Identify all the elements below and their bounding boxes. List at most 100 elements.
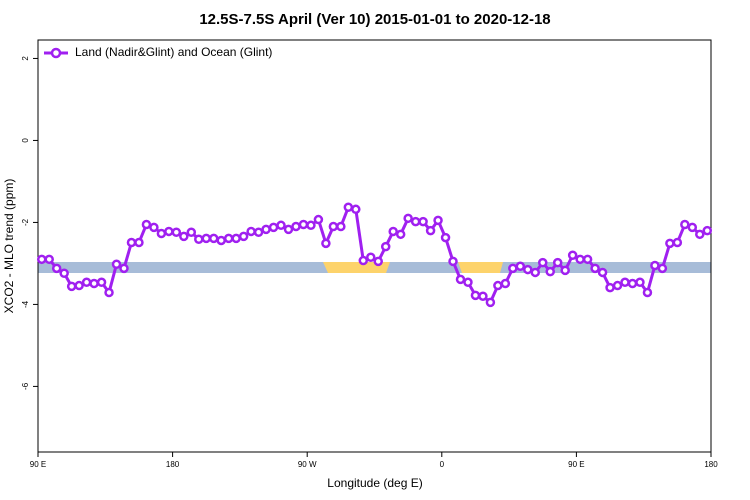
data-point [657, 263, 668, 274]
data-point [306, 220, 316, 231]
y-tick-label: 0 [21, 138, 30, 143]
data-point [126, 237, 137, 248]
data-point [343, 202, 354, 213]
data-point [149, 222, 159, 233]
data-point [478, 291, 488, 301]
x-axis-label: Longitude (deg E) [327, 476, 422, 490]
data-point [156, 228, 167, 239]
data-point [650, 260, 660, 271]
data-point [104, 287, 114, 298]
data-point [216, 235, 226, 246]
data-point [276, 220, 286, 231]
data-point [223, 233, 234, 244]
data-point [455, 274, 466, 285]
data-point [500, 278, 511, 289]
y-axis-label: XCO2 - MLO trend (ppm) [2, 179, 16, 314]
plot-frame [37, 39, 712, 453]
data-point [552, 257, 563, 268]
data-point [373, 256, 383, 267]
data-point [164, 226, 174, 237]
data-point [291, 221, 301, 232]
data-point [231, 233, 241, 244]
data-point [246, 226, 256, 237]
data-point [119, 263, 129, 274]
data-point [605, 282, 615, 293]
data-point [201, 233, 211, 244]
data-point [238, 231, 249, 242]
data-point [627, 278, 638, 289]
data-point [695, 229, 705, 240]
data-point [560, 265, 570, 276]
data-point [351, 204, 361, 215]
data-point [493, 280, 503, 291]
x-tick-label: 0 [440, 460, 445, 469]
data-point [575, 254, 585, 265]
y-tick-label: -6 [21, 382, 30, 390]
data-point [702, 225, 713, 236]
chart-title: 12.5S-7.5S April (Ver 10) 2015-01-01 to … [199, 11, 550, 28]
data-point [89, 278, 99, 289]
data-point [194, 234, 204, 244]
x-tick-label: 180 [704, 460, 718, 469]
data-point [74, 280, 84, 291]
data-point [208, 233, 219, 244]
data-point [582, 254, 593, 265]
data-point [395, 229, 406, 240]
data-point [66, 281, 77, 292]
legend-marker [50, 47, 62, 59]
data-point [141, 219, 152, 230]
data-point [44, 254, 54, 265]
data-point [328, 221, 339, 232]
data-point [171, 227, 182, 238]
data-point [298, 219, 309, 230]
data-point [448, 256, 458, 267]
data-point [366, 252, 376, 263]
data-point [642, 287, 653, 298]
data-point [111, 259, 122, 269]
data-point [597, 267, 608, 278]
data-point [635, 277, 645, 288]
data-point [186, 227, 197, 238]
data-point [313, 214, 324, 225]
data-point [283, 224, 294, 235]
x-tick-label: 90 E [30, 460, 46, 469]
data-point [51, 263, 62, 274]
data-point [620, 277, 630, 288]
x-tick-label: 180 [166, 460, 180, 469]
data-point [36, 254, 47, 265]
data-point [485, 297, 496, 308]
data-point [403, 213, 413, 224]
data-point [358, 255, 369, 266]
data-point [463, 277, 473, 288]
data-point [672, 237, 683, 248]
x-tick-label: 90 E [568, 460, 584, 469]
legend-label: Land (Nadir&Glint) and Ocean (Glint) [75, 45, 272, 59]
data-point [253, 227, 264, 238]
data-point [179, 231, 189, 242]
data-point [336, 221, 346, 232]
data-point [433, 215, 443, 226]
data-point [470, 290, 481, 301]
y-tick-label: -4 [21, 300, 30, 308]
data-point [440, 232, 451, 243]
data-point [590, 263, 600, 274]
data-point [538, 257, 548, 268]
data-point [515, 261, 526, 272]
y-tick-label: 2 [21, 56, 30, 61]
data-point [530, 267, 541, 278]
data-point [612, 280, 623, 291]
x-tick-label: 90 W [298, 460, 317, 469]
data-point [268, 222, 279, 233]
data-point [508, 263, 518, 274]
data-point [665, 238, 675, 249]
data-point [81, 277, 92, 288]
data-point [134, 237, 144, 248]
map-strip [38, 262, 711, 273]
data-point [261, 224, 271, 235]
data-point [410, 216, 421, 227]
data-point [59, 268, 69, 279]
data-point [687, 222, 698, 233]
data-point [380, 241, 391, 252]
y-tick-label: -2 [21, 218, 30, 226]
